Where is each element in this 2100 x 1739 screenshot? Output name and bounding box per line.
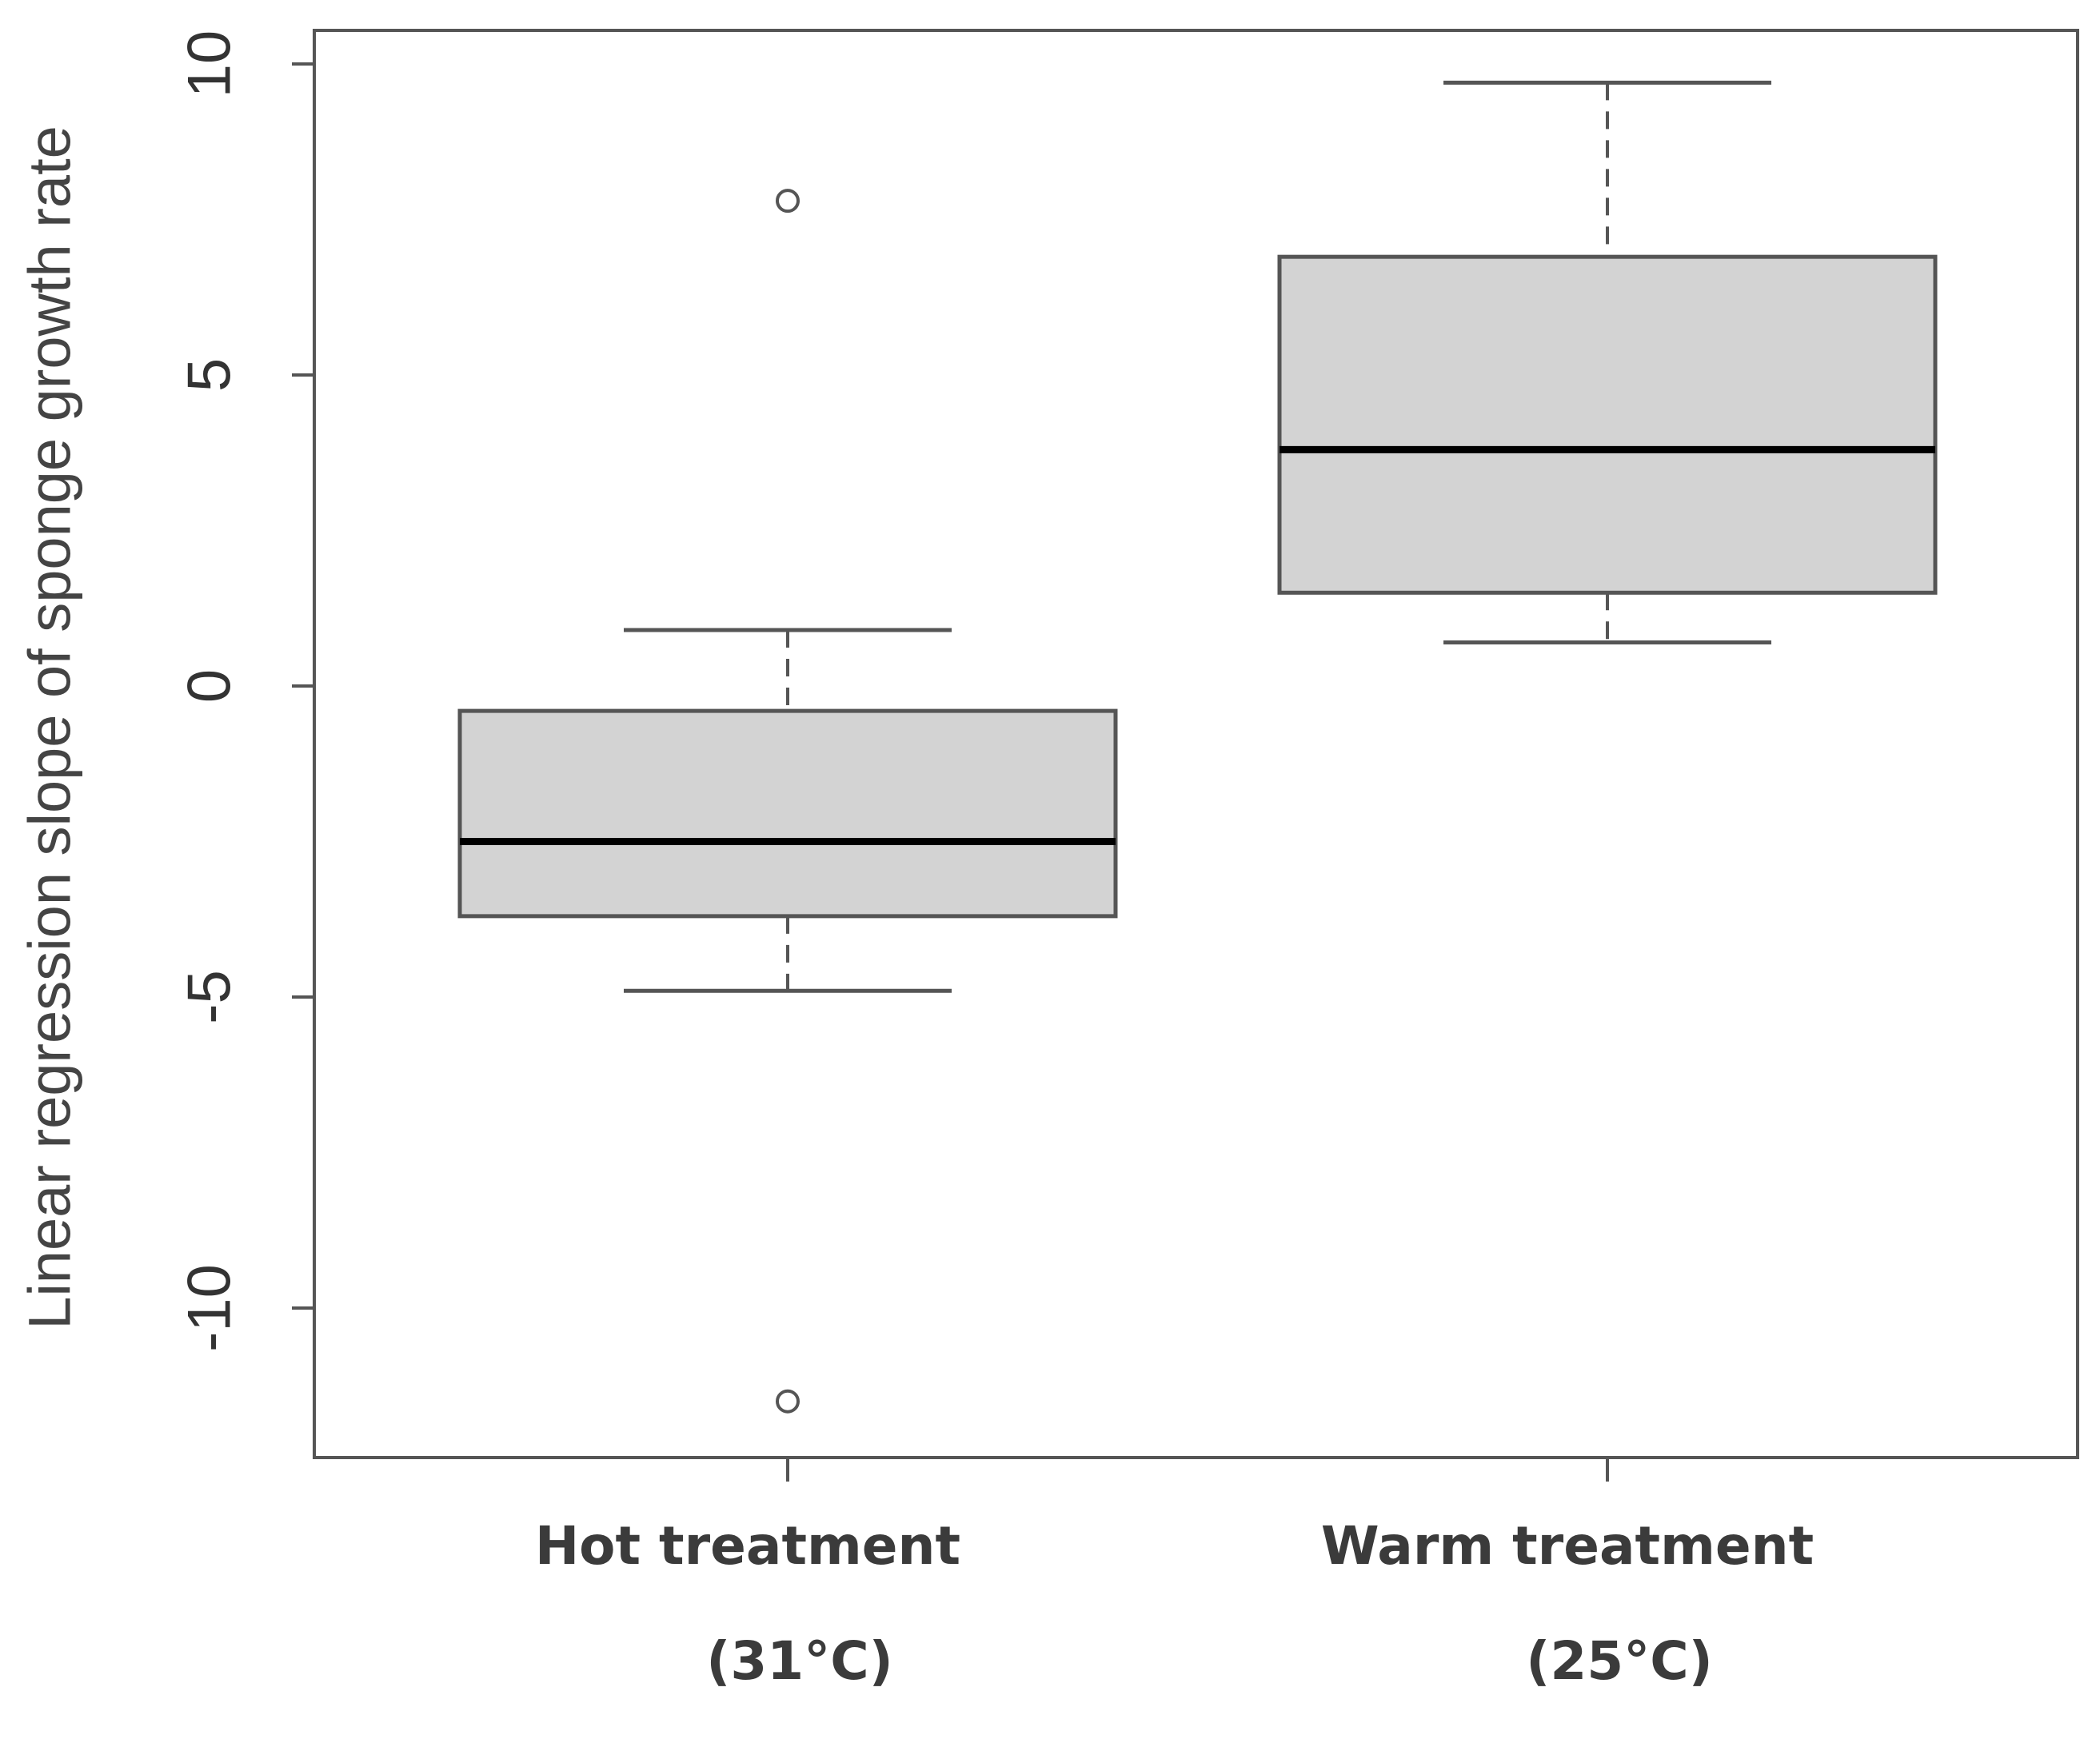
plot-frame (313, 29, 2079, 1459)
y-tick-label: 10 (176, 30, 244, 98)
iqr-box (1277, 254, 1938, 595)
x-category-label: Warm treatment (1321, 1515, 1814, 1577)
outlier-point (776, 1389, 800, 1414)
x-category-label: Hot treatment (535, 1515, 960, 1577)
x-category-sublabel: (25°C) (1526, 1630, 1713, 1692)
y-axis-label: Linear regression slope of sponge growth… (17, 126, 83, 1330)
x-category-sublabel: (31°C) (706, 1630, 893, 1692)
y-tick-label: 5 (176, 358, 244, 392)
iqr-box (457, 708, 1118, 919)
y-tick-label: -10 (176, 1264, 244, 1352)
y-tick-label: -5 (176, 970, 244, 1024)
y-tick-label: 0 (176, 669, 244, 703)
outlier-point (776, 189, 800, 213)
